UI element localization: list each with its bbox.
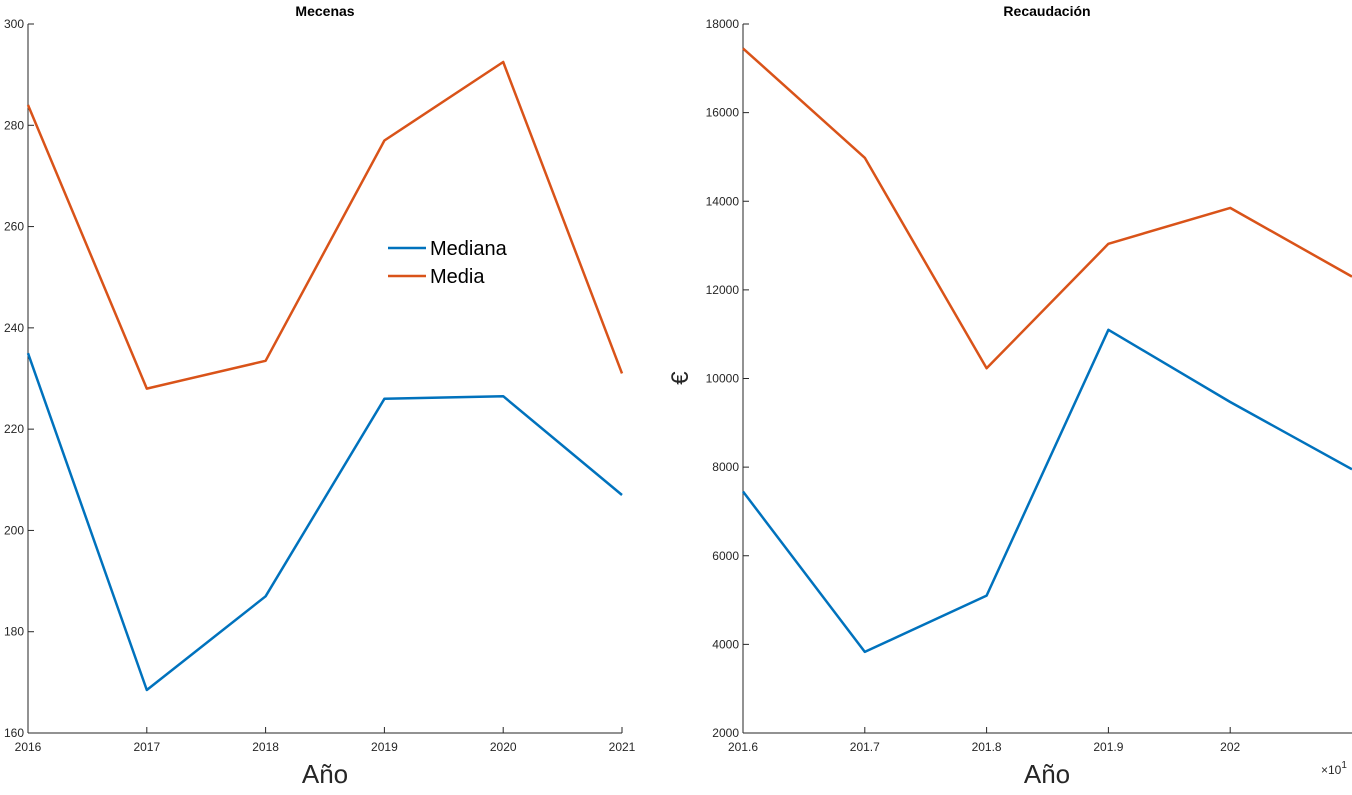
mecenas-legend: Mediana Media [388,238,508,288]
recaudacion-y-tick-label: 2000 [712,726,739,740]
mecenas-x-tick-label: 2019 [371,740,398,754]
mecenas-y-tick-label: 260 [4,220,24,234]
recaudacion-y-tick-label: 14000 [706,194,740,208]
mecenas-x-axis-title: Año [302,759,348,789]
recaudacion-y-tick-label: 4000 [712,637,739,651]
recaudacion-y-tick-label: 16000 [706,106,740,120]
mecenas-x-tick-label: 2021 [609,740,636,754]
mecenas-axes: Mecenas 2016 2017 2018 2019 2020 202116018020… [4,3,636,789]
recaudacion-x-tick-label: 201.6 [728,740,758,754]
recaudacion-x-tick-label: 201.8 [972,740,1002,754]
recaudacion-y-tick-label: 12000 [706,283,740,297]
mecenas-y-tick-label: 200 [4,523,24,537]
recaudacion-line-series-2 [742,47,1352,370]
legend-label-media: Media [430,266,485,288]
mecenas-x-tick-label: 2016 [15,740,42,754]
recaudacion-x-exponent-power: 1 [1341,760,1347,771]
recaudacion-x-exponent: ×101 [1321,760,1347,777]
legend-label-mediana: Mediana [430,238,508,260]
mecenas-line-media [26,60,624,390]
recaudacion-y-tick-label: 10000 [706,372,740,386]
mecenas-y-tick-label: 160 [4,726,24,740]
recaudacion-x-exponent-base: ×10 [1321,763,1342,777]
mecenas-x-tick-label: 2017 [133,740,160,754]
recaudacion-title: Recaudación [1003,3,1090,19]
recaudacion-ticks: 201.6 201.7 201.8 201.9 202 2000 4000 6000 8000 1… [706,17,1241,754]
mecenas-line-mediana [26,352,623,692]
recaudacion-y-tick-label: 8000 [712,460,739,474]
mecenas-title: Mecenas [295,3,354,19]
mecenas-y-tick-label: 280 [4,118,24,132]
mecenas-y-tick-label: 220 [4,422,24,436]
recaudacion-x-tick-label: 202 [1220,740,1240,754]
recaudacion-x-tick-label: 201.9 [1093,740,1123,754]
mecenas-y-tick-label: 300 [4,17,24,31]
recaudacion-axes: Recaudación 201.6 201.7 201.8 201.9 202 2000 4… [667,3,1352,789]
recaudacion-y-tick-label: 6000 [712,549,739,563]
recaudacion-x-tick-label: 201.7 [850,740,880,754]
mecenas-ticks: 2016 2017 2018 2019 2020 2021 160 180 200 220 240 2… [4,17,636,754]
recaudacion-series [742,47,1352,654]
mecenas-y-tick-label: 180 [4,625,24,639]
mecenas-x-tick-label: 2018 [252,740,279,754]
recaudacion-line-series-1 [742,328,1352,654]
recaudacion-y-tick-label: 18000 [706,17,740,31]
recaudacion-y-axis-title: € [667,371,694,385]
mecenas-x-tick-label: 2020 [490,740,517,754]
mecenas-y-tick-label: 240 [4,321,24,335]
mecenas-series [26,60,624,692]
recaudacion-x-axis-title: Año [1024,759,1070,789]
